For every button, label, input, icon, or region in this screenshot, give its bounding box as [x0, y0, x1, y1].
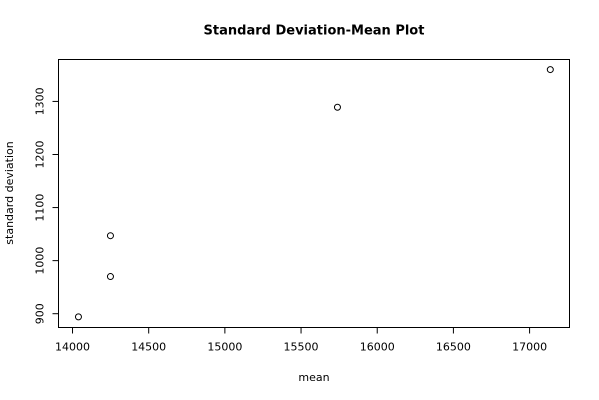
y-tick-label: 900	[34, 303, 47, 324]
plot-frame	[58, 59, 570, 328]
point	[106, 232, 114, 240]
x-tick-label: 17000	[512, 341, 547, 354]
chart-title: Standard Deviation-Mean Plot	[204, 24, 425, 39]
x-axis-label: mean	[298, 371, 329, 384]
y-tick-label: 1100	[34, 194, 47, 222]
y-tick-label: 1300	[34, 87, 47, 115]
point	[74, 313, 82, 321]
x-tick-label: 16500	[436, 341, 471, 354]
x-tick-label: 14000	[55, 341, 90, 354]
x-tick-label: 14500	[131, 341, 166, 354]
point	[546, 66, 554, 74]
y-axis-label: standard deviation	[3, 141, 16, 244]
x-tick-label: 15000	[207, 341, 242, 354]
point	[333, 103, 341, 111]
x-tick-label: 16000	[360, 341, 395, 354]
y-tick-label: 1000	[34, 247, 47, 275]
x-tick-label: 15500	[284, 341, 319, 354]
point	[106, 273, 114, 281]
y-tick-label: 1200	[34, 140, 47, 168]
